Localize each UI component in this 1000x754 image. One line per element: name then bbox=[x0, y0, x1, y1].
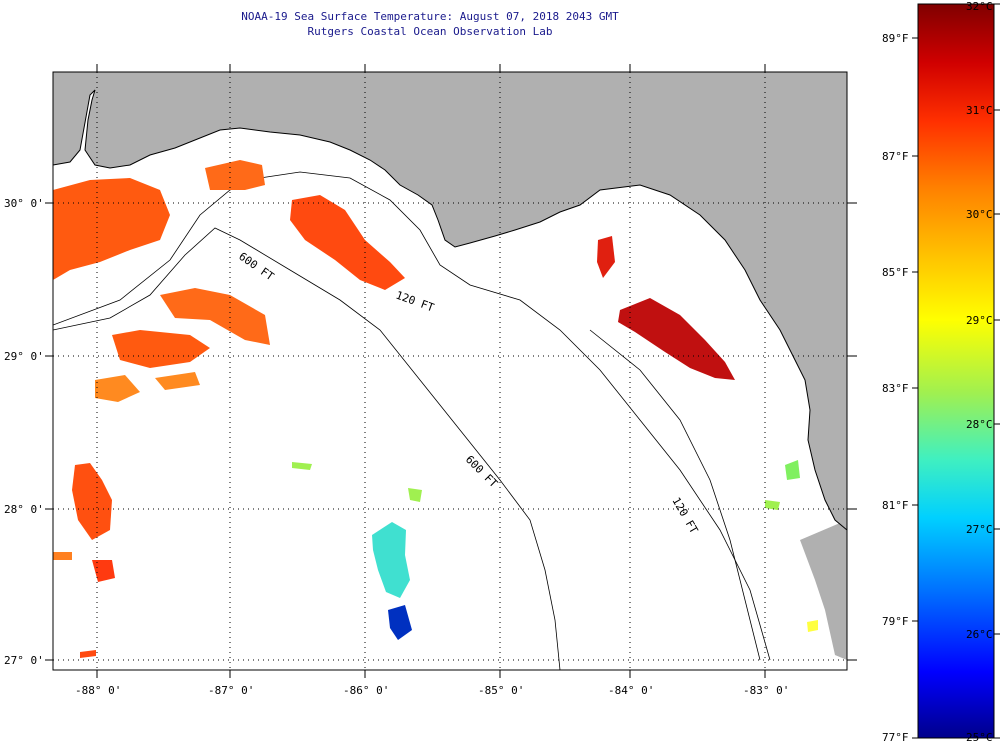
celsius-label: 31°C bbox=[966, 104, 993, 117]
fahrenheit-label: 85°F bbox=[882, 266, 909, 279]
sst-patch bbox=[388, 605, 412, 640]
land-patch bbox=[800, 520, 847, 660]
contour-600ft bbox=[53, 227, 561, 670]
celsius-label: 26°C bbox=[966, 628, 993, 641]
celsius-label: 32°C bbox=[966, 0, 993, 13]
lat-label: 27° 0' bbox=[4, 654, 44, 667]
fahrenheit-label: 83°F bbox=[882, 382, 909, 395]
fahrenheit-label: 79°F bbox=[882, 615, 909, 628]
lat-label: 28° 0' bbox=[4, 503, 44, 516]
lon-label: -83° 0' bbox=[743, 684, 789, 697]
sst-patch bbox=[408, 488, 422, 502]
celsius-label: 25°C bbox=[966, 731, 993, 744]
fahrenheit-label: 81°F bbox=[882, 499, 909, 512]
map-ticks bbox=[45, 64, 857, 678]
sst-patch bbox=[95, 375, 140, 402]
contour-shelf bbox=[589, 329, 761, 661]
sst-patch bbox=[372, 522, 410, 598]
lon-label: -87° 0' bbox=[208, 684, 254, 697]
sst-patch bbox=[785, 460, 800, 480]
lon-label: -88° 0' bbox=[75, 684, 121, 697]
fahrenheit-label: 77°F bbox=[882, 731, 909, 744]
fahrenheit-label: 87°F bbox=[882, 150, 909, 163]
map-subtitle: Rutgers Coastal Ocean Observation Lab bbox=[307, 25, 553, 38]
coastline bbox=[53, 89, 847, 531]
sst-patch bbox=[112, 330, 210, 368]
lon-label: -86° 0' bbox=[343, 684, 389, 697]
sst-patch bbox=[80, 650, 96, 658]
land-mass bbox=[53, 72, 847, 530]
celsius-label: 28°C bbox=[966, 418, 993, 431]
celsius-label: 30°C bbox=[966, 208, 993, 221]
lon-label: -84° 0' bbox=[608, 684, 654, 697]
sst-patch bbox=[807, 620, 818, 632]
sst-patch bbox=[205, 160, 265, 190]
lat-label: 30° 0' bbox=[4, 197, 44, 210]
sst-patch bbox=[53, 552, 72, 560]
map-border bbox=[52, 71, 848, 671]
lon-label: -85° 0' bbox=[478, 684, 524, 697]
lat-label: 29° 0' bbox=[4, 350, 44, 363]
sst-patch bbox=[292, 462, 312, 470]
map-title: NOAA-19 Sea Surface Temperature: August … bbox=[241, 10, 619, 23]
sst-patches bbox=[53, 160, 818, 658]
fahrenheit-label: 89°F bbox=[882, 32, 909, 45]
contour-120ft bbox=[53, 171, 771, 661]
sst-patch bbox=[155, 372, 200, 390]
sst-patch bbox=[92, 560, 115, 582]
sst-patch bbox=[72, 463, 112, 540]
sst-patch bbox=[765, 500, 780, 510]
colorbar bbox=[917, 3, 995, 739]
colorbar-ticks bbox=[912, 3, 1000, 739]
sst-patch bbox=[597, 236, 615, 278]
sst-patch bbox=[53, 178, 170, 280]
celsius-label: 29°C bbox=[966, 314, 993, 327]
sst-patch bbox=[290, 195, 405, 290]
sst-patch bbox=[160, 288, 270, 345]
sst-patch bbox=[618, 298, 735, 380]
celsius-label: 27°C bbox=[966, 523, 993, 536]
